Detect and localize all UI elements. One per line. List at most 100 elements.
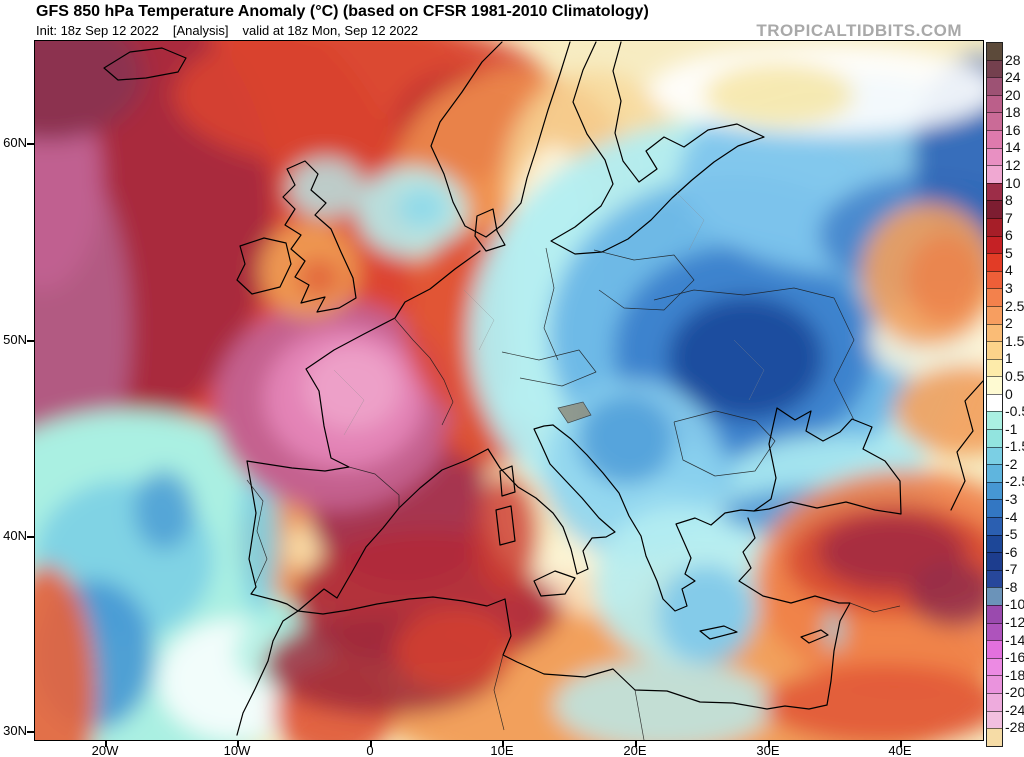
coast-sardinia <box>495 505 516 546</box>
map-border <box>34 40 984 741</box>
coast-cyprus <box>800 629 829 644</box>
colorbar-segment <box>987 217 1002 236</box>
colorbar-segment <box>987 429 1002 447</box>
colorbar-segment <box>987 94 1002 113</box>
coast-morocco <box>236 610 299 736</box>
colorbar-segment <box>987 657 1002 676</box>
colorbar-segment <box>987 182 1002 201</box>
temperature-colorbar <box>986 42 1003 747</box>
init-time: Init: 18z Sep 12 2022 <box>36 23 159 38</box>
coast-italy <box>487 424 616 575</box>
colorbar-tick-label: 10 <box>1005 174 1021 191</box>
admin-borders <box>333 189 765 436</box>
colorbar-segment <box>987 358 1002 377</box>
colorbar-tick-label: -7 <box>1005 561 1018 578</box>
colorbar-tick-label: 8 <box>1005 192 1013 209</box>
colorbar-segment <box>987 569 1002 588</box>
colorbar-segment <box>987 605 1002 623</box>
coast-med-north <box>297 448 489 612</box>
colorbar-tick-label: 1.5 <box>1005 332 1024 349</box>
colorbar-segment <box>987 710 1002 729</box>
colorbar-segment <box>987 77 1002 95</box>
colorbar-tick-label: 0 <box>1005 385 1013 402</box>
colorbar-segment <box>987 147 1002 166</box>
colorbar-segment <box>987 587 1002 605</box>
lon-tick-label: 40E <box>888 743 912 757</box>
lon-tick-mark <box>105 741 107 747</box>
coast-iceland <box>103 47 187 81</box>
colorbar-tick-label: -4 <box>1005 508 1018 525</box>
colorbar-tick-label: -8 <box>1005 578 1018 595</box>
colorbar-segment <box>987 393 1002 412</box>
colorbar-segment <box>987 341 1002 359</box>
colorbar-tick-label: 2.5 <box>1005 297 1024 314</box>
colorbar-tick-label: -16 <box>1005 649 1024 666</box>
colorbar-segment <box>987 129 1002 148</box>
colorbar-tick-label: 0.5 <box>1005 367 1024 384</box>
run-info: Init: 18z Sep 12 2022 [Analysis] valid at … <box>36 23 432 38</box>
colorbar-tick-label: -10 <box>1005 596 1024 613</box>
coast-black-sea <box>753 407 902 515</box>
colorbar-tick-label: 4 <box>1005 262 1013 279</box>
colorbar-segment <box>987 305 1002 324</box>
colorbar-tick-label: 18 <box>1005 104 1021 121</box>
lat-tick-mark <box>27 340 34 342</box>
lat-tick-mark <box>27 731 34 733</box>
colorbar-segment <box>987 411 1002 430</box>
colorbar-tick-label: -1.5 <box>1005 438 1024 455</box>
colorbar-tick-label: 6 <box>1005 227 1013 244</box>
lat-tick-mark <box>27 143 34 145</box>
colorbar-tick-label: -24 <box>1005 701 1024 718</box>
colorbar-segment <box>987 499 1002 518</box>
colorbar-segment <box>987 675 1002 693</box>
colorbar-tick-label: -0.5 <box>1005 403 1024 420</box>
tropicaltidbits-watermark: TROPICALTIDBITS.COM <box>756 21 962 40</box>
coast-baltic <box>550 41 765 255</box>
colorbar-segment <box>987 376 1002 394</box>
colorbar-tick-label: 1 <box>1005 350 1013 367</box>
colorbar-segment <box>987 112 1002 130</box>
coast-britain <box>282 160 357 313</box>
colorbar-tick-label: 16 <box>1005 121 1021 138</box>
colorbar-segment <box>987 253 1002 271</box>
colorbar-segment <box>987 446 1002 465</box>
lon-tick-mark <box>768 741 770 747</box>
colorbar-segment <box>987 517 1002 535</box>
colorbar-tick-label: 5 <box>1005 244 1013 261</box>
country-borders <box>246 247 901 741</box>
lat-tick-label: 50N <box>3 332 27 347</box>
colorbar-tick-label: -28 <box>1005 719 1024 736</box>
stippled-region-slovenia <box>557 401 592 424</box>
colorbar-segment <box>987 43 1002 60</box>
coast-denmark <box>474 208 506 252</box>
colorbar-segment <box>987 165 1002 183</box>
colorbar-tick-label: 3 <box>1005 280 1013 297</box>
coastlines <box>103 41 984 736</box>
lon-tick-mark <box>237 741 239 747</box>
colorbar-tick-label: -3 <box>1005 490 1018 507</box>
lat-tick-label: 40N <box>3 528 27 543</box>
coast-corsica <box>499 465 516 497</box>
colorbar-segment <box>987 481 1002 500</box>
map-area <box>34 40 984 741</box>
colorbar-segment <box>987 534 1002 553</box>
colorbar-segment <box>987 728 1002 746</box>
lat-tick-label: 60N <box>3 135 27 150</box>
lon-tick-mark <box>370 741 372 747</box>
colorbar-tick-label: -18 <box>1005 666 1024 683</box>
lon-tick-mark <box>502 741 504 747</box>
colorbar-tick-label: 28 <box>1005 51 1021 68</box>
valid-time: valid at 18z Mon, Sep 12 2022 <box>242 23 419 38</box>
colorbar-segment <box>987 270 1002 289</box>
coast-sicily <box>533 570 576 597</box>
colorbar-tick-label: -2 <box>1005 455 1018 472</box>
lon-tick-label: 20W <box>91 743 119 757</box>
lat-tick-label: 30N <box>3 723 27 738</box>
colorbar-tick-label: -20 <box>1005 684 1024 701</box>
coast-ireland <box>236 237 292 295</box>
lat-tick-mark <box>27 536 34 538</box>
colorbar-segment <box>987 288 1002 306</box>
colorbar-segment <box>987 235 1002 254</box>
colorbar-segment <box>987 552 1002 570</box>
